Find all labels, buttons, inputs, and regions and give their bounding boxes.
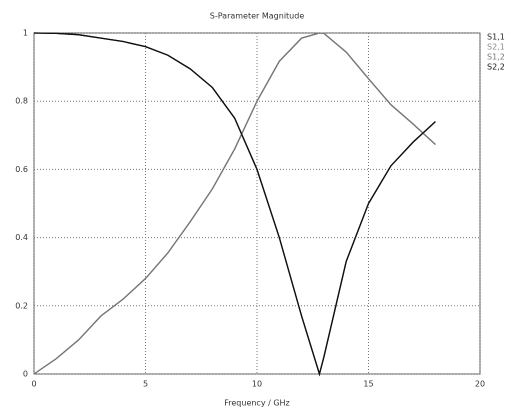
x-axis-label: Frequency / GHz bbox=[224, 399, 290, 408]
y-tick-label: 0.8 bbox=[15, 97, 28, 106]
x-tick-label: 20 bbox=[475, 380, 485, 389]
x-tick-label: 15 bbox=[363, 380, 373, 389]
y-tick-label: 0.6 bbox=[15, 165, 28, 174]
y-tick-label: 0 bbox=[23, 370, 28, 379]
y-tick-label: 1 bbox=[23, 29, 28, 38]
chart-title: S-Parameter Magnitude bbox=[210, 12, 305, 21]
legend-entry: S2,1 bbox=[487, 43, 505, 52]
legend-entry: S1,1 bbox=[487, 33, 505, 42]
legend-entry: S1,2 bbox=[487, 53, 505, 62]
legend-entry: S2,2 bbox=[487, 63, 505, 72]
series-line bbox=[33, 32, 436, 375]
x-tick-label: 0 bbox=[31, 380, 36, 389]
series-line bbox=[33, 32, 436, 377]
y-tick-label: 0.4 bbox=[15, 233, 28, 242]
y-tick-label: 0.2 bbox=[15, 301, 28, 310]
x-tick-label: 10 bbox=[252, 380, 262, 389]
x-tick-label: 5 bbox=[143, 380, 148, 389]
